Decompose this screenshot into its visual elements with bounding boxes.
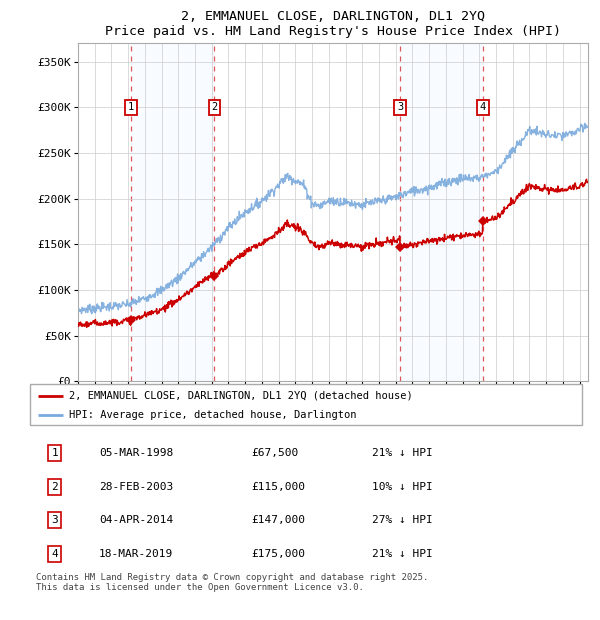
Text: 2: 2 <box>211 102 218 112</box>
Text: 2: 2 <box>52 482 58 492</box>
Text: 3: 3 <box>397 102 403 112</box>
Text: 21% ↓ HPI: 21% ↓ HPI <box>372 448 433 458</box>
Text: 04-APR-2014: 04-APR-2014 <box>99 515 173 525</box>
Text: 27% ↓ HPI: 27% ↓ HPI <box>372 515 433 525</box>
Text: £175,000: £175,000 <box>251 549 305 559</box>
FancyBboxPatch shape <box>30 384 582 425</box>
Text: 4: 4 <box>479 102 486 112</box>
Text: HPI: Average price, detached house, Darlington: HPI: Average price, detached house, Darl… <box>68 410 356 420</box>
Text: £115,000: £115,000 <box>251 482 305 492</box>
Text: 21% ↓ HPI: 21% ↓ HPI <box>372 549 433 559</box>
Title: 2, EMMANUEL CLOSE, DARLINGTON, DL1 2YQ
Price paid vs. HM Land Registry's House P: 2, EMMANUEL CLOSE, DARLINGTON, DL1 2YQ P… <box>105 10 561 38</box>
Text: 28-FEB-2003: 28-FEB-2003 <box>99 482 173 492</box>
Text: 1: 1 <box>128 102 134 112</box>
Text: 10% ↓ HPI: 10% ↓ HPI <box>372 482 433 492</box>
Text: £147,000: £147,000 <box>251 515 305 525</box>
Text: 3: 3 <box>52 515 58 525</box>
Text: 4: 4 <box>52 549 58 559</box>
Text: £67,500: £67,500 <box>251 448 298 458</box>
Text: Contains HM Land Registry data © Crown copyright and database right 2025.
This d: Contains HM Land Registry data © Crown c… <box>35 573 428 592</box>
Bar <box>131 43 214 381</box>
Text: 2, EMMANUEL CLOSE, DARLINGTON, DL1 2YQ (detached house): 2, EMMANUEL CLOSE, DARLINGTON, DL1 2YQ (… <box>68 391 412 401</box>
Text: 1: 1 <box>52 448 58 458</box>
Bar <box>400 43 483 381</box>
Text: 18-MAR-2019: 18-MAR-2019 <box>99 549 173 559</box>
Text: 05-MAR-1998: 05-MAR-1998 <box>99 448 173 458</box>
